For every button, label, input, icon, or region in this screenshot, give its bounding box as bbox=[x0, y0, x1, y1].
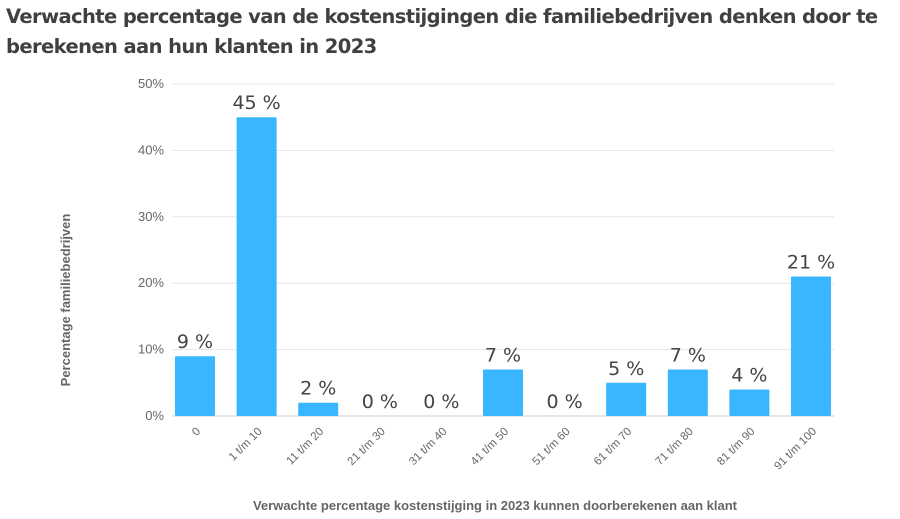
x-axis-title: Verwachte percentage kostenstijging in 2… bbox=[253, 498, 738, 513]
y-tick-label: 30% bbox=[138, 209, 164, 224]
data-label: 45 % bbox=[232, 92, 280, 114]
y-tick-label: 50% bbox=[138, 76, 164, 91]
y-tick-label: 40% bbox=[138, 142, 164, 157]
bar bbox=[729, 389, 770, 416]
x-tick-label: 0 bbox=[190, 426, 203, 439]
bar bbox=[298, 402, 339, 416]
bar bbox=[667, 369, 708, 416]
bar bbox=[791, 276, 831, 416]
data-label: 7 % bbox=[670, 345, 706, 367]
y-tick-label: 10% bbox=[138, 342, 164, 357]
x-tick-label: 31 t/m 40 bbox=[407, 426, 449, 468]
bar bbox=[606, 382, 647, 416]
data-label: 0 % bbox=[547, 391, 583, 413]
chart-title: Verwachte percentage van de kostenstijgi… bbox=[6, 5, 878, 58]
data-label: 9 % bbox=[177, 331, 213, 353]
x-tick-label: 91 t/m 100 bbox=[772, 426, 819, 473]
x-tick-label: 71 t/m 80 bbox=[654, 426, 696, 468]
data-label: 21 % bbox=[787, 252, 835, 274]
x-tick-label: 61 t/m 70 bbox=[592, 426, 634, 468]
x-tick-label: 21 t/m 30 bbox=[346, 426, 388, 468]
y-tick-label: 20% bbox=[138, 275, 164, 290]
x-tick-label: 51 t/m 60 bbox=[530, 426, 572, 468]
data-label: 5 % bbox=[608, 358, 644, 380]
y-axis-title: Percentage familiebedrijven bbox=[58, 214, 73, 387]
data-label: 0 % bbox=[362, 391, 398, 413]
y-tick-label: 0% bbox=[145, 408, 164, 423]
data-label: 7 % bbox=[485, 345, 521, 367]
bar bbox=[175, 356, 215, 416]
x-tick-label: 11 t/m 20 bbox=[285, 426, 327, 468]
bar bbox=[236, 117, 277, 416]
x-tick-label: 1 t/m 10 bbox=[227, 426, 265, 464]
x-tick-label: 41 t/m 50 bbox=[469, 426, 511, 468]
data-label: 2 % bbox=[300, 378, 336, 400]
bar bbox=[483, 369, 523, 416]
data-label: 0 % bbox=[423, 391, 459, 413]
x-tick-label: 81 t/m 90 bbox=[715, 426, 757, 468]
data-label: 4 % bbox=[731, 364, 767, 386]
